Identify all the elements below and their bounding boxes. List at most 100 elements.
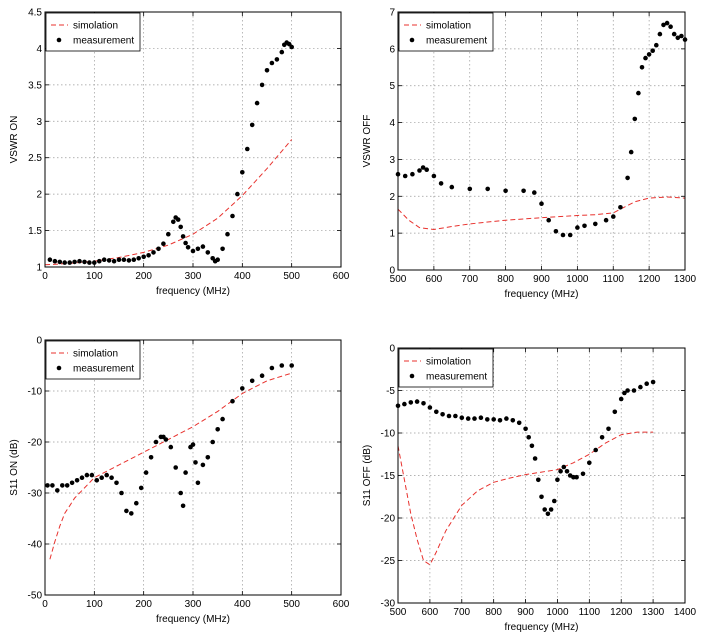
measurement-point xyxy=(545,511,551,517)
measurement-point xyxy=(402,173,408,179)
x-axis-label: frequency (MHz) xyxy=(156,286,230,297)
measurement-point xyxy=(161,241,166,246)
measurement-point xyxy=(639,65,645,70)
legend-measurement-swatch xyxy=(56,37,62,43)
measurement-point xyxy=(664,20,670,26)
measurement-point xyxy=(254,100,260,106)
measurement-point xyxy=(64,483,70,488)
y-tick-label: 0 xyxy=(389,344,395,355)
x-tick-label: 700 xyxy=(453,607,470,618)
measurement-point xyxy=(99,475,104,481)
measurement-point xyxy=(97,258,102,264)
y-tick-label: 0 xyxy=(36,336,42,347)
x-axis-label: frequency (MHz) xyxy=(505,289,579,300)
legend-label: simolation xyxy=(73,21,118,32)
chart-panel-2: 500 600 700 800 900 1000 1100 1200 1300 0 1 2 3 4 5 6 7 f… xyxy=(362,8,697,301)
y-tick-label: 0 xyxy=(389,266,395,277)
y-tick-label: 4 xyxy=(389,118,395,129)
measurement-point xyxy=(643,55,648,61)
measurement-point xyxy=(504,416,509,421)
measurement-point xyxy=(539,201,544,206)
x-tick-label: 1000 xyxy=(566,274,589,285)
x-axis-label: frequency (MHz) xyxy=(156,614,230,625)
measurement-point xyxy=(431,173,437,179)
measurement-point xyxy=(111,258,117,264)
measurement-point xyxy=(536,477,541,483)
measurement-point xyxy=(628,149,634,155)
x-tick-label: 500 xyxy=(283,599,300,610)
measurement-point xyxy=(657,31,663,37)
measurement-point xyxy=(79,475,85,481)
measurement-point xyxy=(582,223,587,229)
measurement-point xyxy=(675,35,681,41)
legend-box xyxy=(45,340,141,380)
measurement-point xyxy=(523,426,528,432)
x-tick-label: 100 xyxy=(86,599,103,610)
y-axis-label: VSWR OFF xyxy=(362,115,373,168)
measurement-point xyxy=(163,437,169,442)
measurement-point xyxy=(402,401,407,407)
plot-frame xyxy=(44,11,342,268)
y-tick-label: 6 xyxy=(389,44,395,55)
measurement-point xyxy=(134,500,139,506)
measurement-point xyxy=(654,42,659,48)
measurement-point xyxy=(47,257,53,263)
measurement-point xyxy=(491,417,497,422)
legend-measurement-swatch xyxy=(56,365,62,371)
measurement-point xyxy=(143,470,149,475)
measurement-point xyxy=(417,168,422,173)
legend-box xyxy=(398,12,494,52)
x-tick-label: 500 xyxy=(283,271,300,282)
legend: simolation measurement xyxy=(398,12,494,52)
measurement-point xyxy=(180,234,186,239)
measurement-point xyxy=(485,417,490,422)
measurement-point xyxy=(485,186,491,192)
measurement-point xyxy=(74,478,80,483)
y-tick-label: 7 xyxy=(389,8,395,19)
measurement-point xyxy=(67,260,72,265)
measurement-point xyxy=(200,462,206,468)
y-tick-label: 4 xyxy=(36,44,42,55)
y-tick-label: -40 xyxy=(28,540,43,551)
x-tick-label: 0 xyxy=(42,271,48,282)
measurement-point xyxy=(230,398,235,404)
y-tick-label: 1 xyxy=(389,229,395,240)
x-tick-label: 400 xyxy=(234,599,251,610)
y-axis-label: S11 OFF (dB) xyxy=(362,445,373,507)
measurement-point xyxy=(574,474,579,480)
x-tick-label: 1200 xyxy=(610,607,633,618)
chart-panel-4: 500 600 700 800 900 1000 1100 1200 1300 1400 -30 -2… xyxy=(362,344,697,634)
measurement-point xyxy=(153,439,159,445)
measurement-point xyxy=(151,250,156,255)
measurement-point xyxy=(104,472,109,478)
y-tick-label: -15 xyxy=(381,471,396,482)
measurement-point xyxy=(119,490,124,496)
measurement-point xyxy=(279,49,285,55)
measurement-point xyxy=(421,401,426,406)
measurement-point xyxy=(171,219,176,225)
measurement-point xyxy=(558,469,563,474)
measurement-point xyxy=(205,455,211,460)
measurement-point xyxy=(269,60,275,66)
measurement-point xyxy=(185,245,191,250)
measurement-point xyxy=(62,260,67,265)
measurement-point xyxy=(467,186,473,192)
measurement-point xyxy=(638,384,643,390)
y-tick-label: 1 xyxy=(36,263,42,274)
measurement-point xyxy=(497,418,503,423)
measurement-point xyxy=(195,480,201,486)
measurement-point xyxy=(146,253,151,258)
measurement-point xyxy=(210,439,215,445)
x-tick-label: 100 xyxy=(86,271,103,282)
measurement-point xyxy=(564,469,570,474)
measurement-point xyxy=(245,146,250,152)
measurement-point xyxy=(636,90,641,96)
y-tick-label: -5 xyxy=(386,386,395,397)
measurement-point xyxy=(183,240,188,246)
measurement-point xyxy=(552,498,557,504)
measurement-point xyxy=(101,257,107,263)
measurement-point xyxy=(55,488,60,493)
measurement-point xyxy=(175,217,181,222)
measurement-point xyxy=(587,460,592,466)
